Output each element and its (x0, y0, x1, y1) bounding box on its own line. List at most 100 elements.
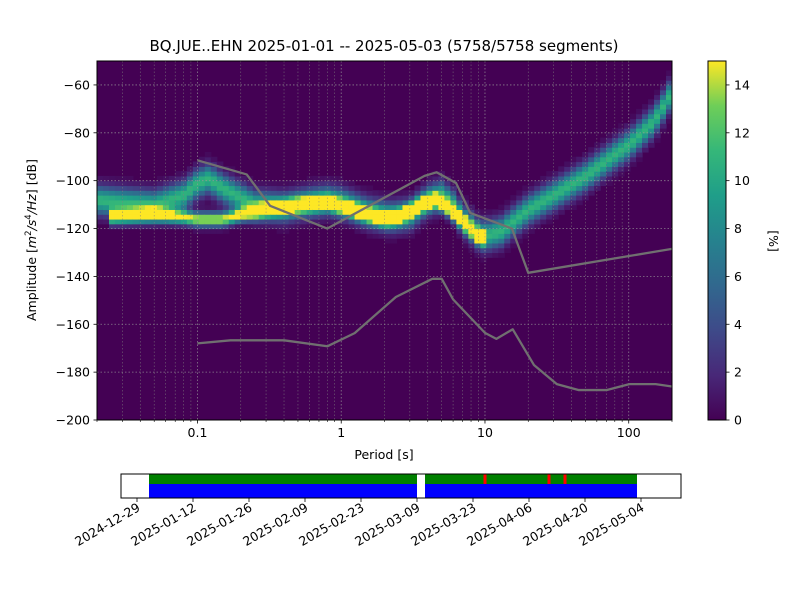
density-cell (324, 190, 332, 196)
density-cell (612, 175, 619, 182)
density-cell (228, 185, 236, 191)
density-cell (546, 185, 553, 191)
density-cell (558, 204, 565, 210)
density-cell (648, 132, 655, 139)
density-cell (336, 175, 344, 182)
timeline-coverage (149, 474, 637, 498)
density-cell (360, 228, 368, 234)
density-cell (216, 161, 224, 167)
density-cell (510, 242, 517, 249)
density-cell (258, 209, 266, 215)
density-cell (618, 151, 625, 158)
density-cell (276, 185, 284, 191)
density-cell (564, 166, 571, 172)
density-cell (426, 190, 434, 196)
density-cell (252, 199, 260, 206)
density-cell (468, 214, 475, 220)
density-cell (102, 199, 110, 206)
density-cell (642, 137, 649, 143)
density-cell (282, 195, 290, 201)
density-cell (156, 190, 164, 196)
density-cell (168, 214, 176, 220)
density-cell (642, 123, 649, 129)
density-cell (408, 199, 416, 206)
density-cell (396, 233, 404, 239)
density-cell (540, 195, 547, 201)
density-cell (600, 156, 607, 163)
chart-title: BQ.JUE..EHN 2025-01-01 -- 2025-05-03 (57… (150, 37, 619, 55)
density-cell (642, 108, 649, 115)
density-cell (420, 199, 428, 206)
y-tick-label: −140 (56, 269, 90, 284)
density-cell (408, 233, 416, 239)
density-cell (330, 180, 338, 187)
density-cell (120, 190, 128, 196)
density-cell (174, 175, 182, 182)
data-coverage-bar (425, 474, 637, 484)
density-cell (228, 180, 236, 187)
density-cell (390, 214, 398, 220)
density-cell (510, 204, 517, 210)
density-cell (144, 223, 152, 230)
density-cell (150, 204, 158, 210)
density-cell (390, 204, 398, 210)
density-cell (396, 204, 404, 210)
density-cell (630, 123, 637, 129)
density-cell (666, 94, 672, 100)
density-cell (624, 161, 631, 167)
density-cell (492, 223, 499, 230)
density-cell (360, 195, 368, 201)
density-cell (570, 171, 577, 177)
density-cell (624, 166, 631, 172)
density-cell (252, 223, 260, 230)
density-cell (186, 166, 194, 172)
y-tick-label: −200 (56, 413, 90, 428)
density-cell (516, 209, 523, 215)
density-cell (402, 190, 410, 196)
density-cell (348, 223, 356, 230)
density-cell (246, 209, 254, 215)
density-cell (174, 185, 182, 191)
density-cell (480, 238, 487, 244)
density-cell (252, 214, 260, 220)
density-cell (570, 175, 577, 182)
density-cell (342, 180, 350, 187)
density-cell (600, 161, 607, 167)
density-cell (97, 199, 104, 206)
density-cell (156, 195, 164, 201)
density-cell (132, 180, 140, 187)
density-cell (126, 223, 134, 230)
density-cell (222, 175, 230, 182)
density-cell (138, 204, 146, 210)
density-cell (342, 223, 350, 230)
density-cell (648, 99, 655, 105)
density-cell (282, 180, 290, 187)
density-cell (198, 228, 206, 234)
density-cell (306, 223, 314, 230)
density-cell (666, 113, 672, 120)
colorbar-axis: 0 2 4 6 8 10 12 14 (726, 77, 750, 428)
density-cell (558, 199, 565, 206)
density-cell (462, 214, 469, 220)
density-cell (198, 185, 206, 191)
density-cell (97, 218, 104, 225)
density-cell (414, 209, 422, 215)
density-cell (180, 209, 188, 215)
density-cell (138, 190, 146, 196)
density-cell (552, 180, 559, 187)
density-cell (168, 209, 176, 215)
density-cell (126, 185, 134, 191)
density-cell (648, 108, 655, 115)
density-cell (534, 204, 541, 210)
density-cell (666, 84, 672, 91)
density-cell (97, 209, 104, 215)
density-cell (468, 204, 475, 210)
density-cell (534, 223, 541, 230)
density-cell (630, 142, 637, 148)
density-cell (558, 171, 565, 177)
density-cell (240, 199, 248, 206)
density-cell (342, 214, 350, 220)
density-cell (576, 185, 583, 191)
density-cell (642, 113, 649, 120)
density-cell (390, 238, 398, 244)
